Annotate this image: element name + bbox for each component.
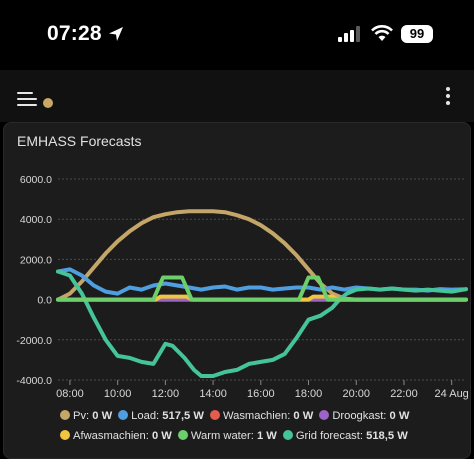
legend-value: 1 W xyxy=(256,430,277,442)
more-options-icon[interactable] xyxy=(445,87,451,107)
x-tick-label: 10:00 xyxy=(104,388,132,400)
legend-value: 0 W xyxy=(151,430,172,442)
notification-dot-icon xyxy=(43,98,53,108)
location-arrow-icon xyxy=(109,27,123,41)
legend-value: 517,5 W xyxy=(162,410,204,422)
legend-row: Afwasmachien: 0 W Warm water: 1 W Grid for… xyxy=(60,430,414,442)
legend-label: Grid forecast: xyxy=(295,430,367,442)
legend-label: Warm water: xyxy=(190,430,257,442)
legend-label: Wasmachien: xyxy=(222,410,294,422)
wifi-icon xyxy=(371,25,393,41)
x-tick-label: 20:00 xyxy=(342,388,370,400)
legend-swatch-icon xyxy=(60,410,70,420)
x-tick-label: 18:00 xyxy=(295,388,323,400)
legend-swatch-icon xyxy=(118,410,129,420)
y-tick-label: 6000.0 xyxy=(20,174,52,186)
legend-item[interactable]: Afwasmachien: 0 W xyxy=(60,430,172,442)
legend-item[interactable]: Wasmachien: 0 W xyxy=(209,410,314,422)
x-tick-label: 24 Aug xyxy=(435,388,469,400)
legend-label: Pv: xyxy=(73,410,93,422)
legend-value: 0 W xyxy=(293,410,314,422)
y-tick-label: 2000.0 xyxy=(20,254,52,266)
legend-item[interactable]: Grid forecast: 518,5 W xyxy=(282,430,408,442)
legend-row: Pv: 0 W Load: 517,5 W Wasmachien: 0 W Droog… xyxy=(60,410,415,422)
menu-button[interactable] xyxy=(15,84,53,108)
legend-item[interactable]: Pv: 0 W xyxy=(60,410,112,422)
menu-line-icon xyxy=(17,104,37,106)
menu-line-icon xyxy=(17,98,37,100)
legend-value: 0 W xyxy=(389,410,410,422)
legend-item[interactable]: Warm water: 1 W xyxy=(177,430,277,442)
card-title: EMHASS Forecasts xyxy=(17,133,142,149)
status-bar: 07:28 99 xyxy=(0,0,474,70)
x-tick-label: 08:00 xyxy=(56,388,84,400)
legend-swatch-icon xyxy=(60,430,70,440)
legend-value: 518,5 W xyxy=(366,430,408,442)
legend-swatch-icon xyxy=(177,430,188,440)
y-tick-label: 4000.0 xyxy=(20,214,52,226)
x-tick-label: 22:00 xyxy=(390,388,418,400)
legend-item[interactable]: Droogkast: 0 W xyxy=(319,410,409,422)
legend-item[interactable]: Load: 517,5 W xyxy=(118,410,204,422)
app-bar xyxy=(0,70,474,122)
legend-label: Afwasmachien: xyxy=(73,430,152,442)
x-tick-label: 16:00 xyxy=(247,388,275,400)
battery-indicator: 99 xyxy=(401,25,433,43)
series-line-warm-water xyxy=(56,275,468,302)
y-tick-label: -4000.0 xyxy=(16,375,52,387)
legend-label: Droogkast: xyxy=(332,410,390,422)
y-tick-label: -2000.0 xyxy=(16,335,52,347)
x-tick-label: 12:00 xyxy=(152,388,180,400)
cellular-signal-icon xyxy=(338,26,360,42)
legend-swatch-icon xyxy=(209,410,220,420)
series-line-grid-forecast xyxy=(56,269,468,378)
menu-line-icon xyxy=(17,92,33,94)
legend-value: 0 W xyxy=(92,410,113,422)
y-tick-label: 0.0 xyxy=(37,295,52,307)
x-tick-label: 14:00 xyxy=(199,388,227,400)
status-time: 07:28 xyxy=(47,22,102,45)
legend-swatch-icon xyxy=(319,410,330,420)
legend-label: Load: xyxy=(131,410,163,422)
legend-swatch-icon xyxy=(282,430,293,440)
